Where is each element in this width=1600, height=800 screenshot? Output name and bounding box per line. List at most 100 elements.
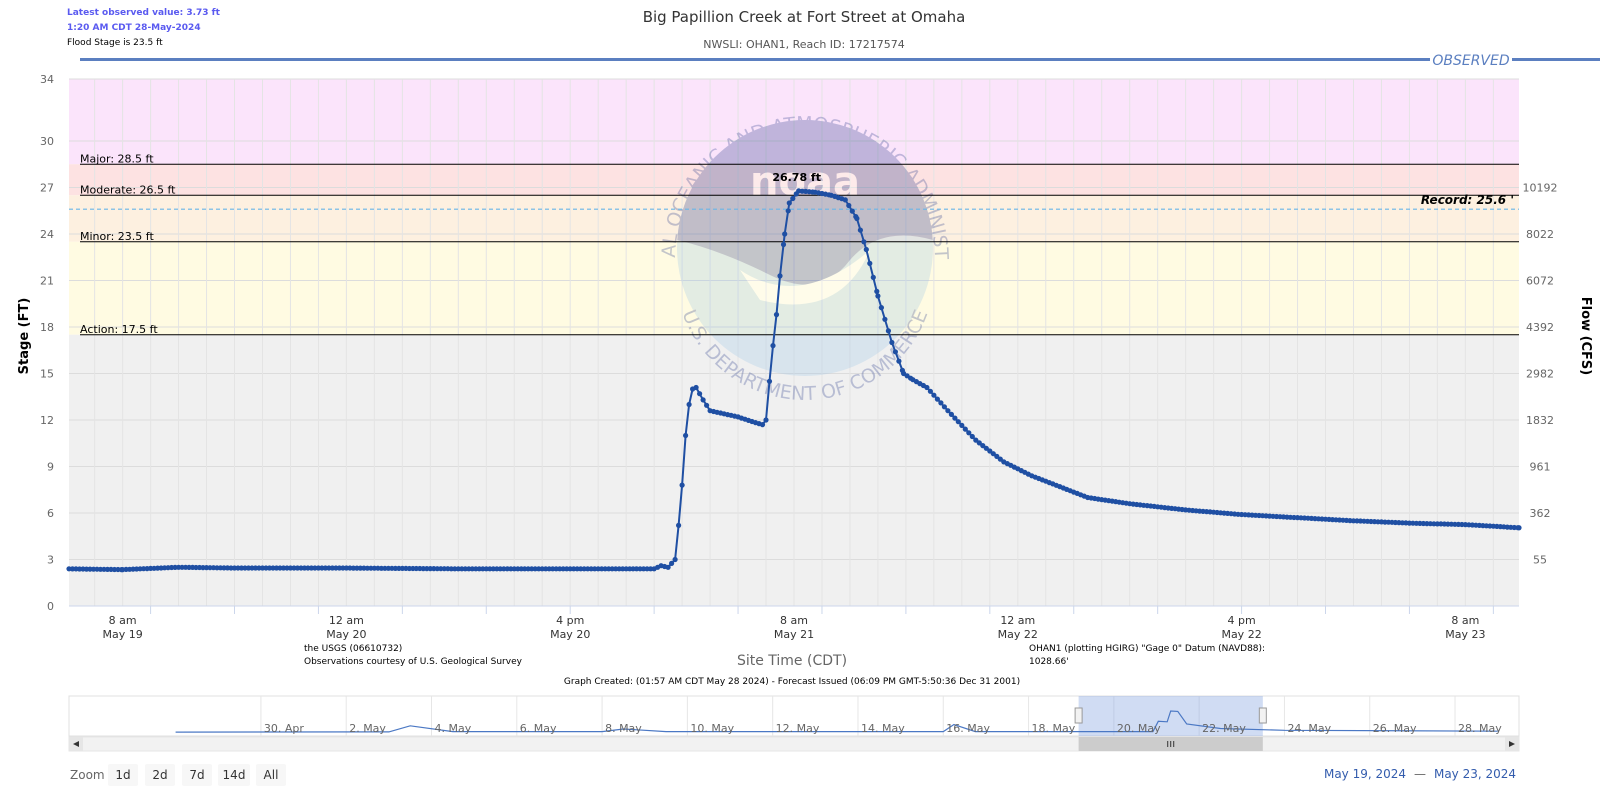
stage-point bbox=[889, 339, 895, 346]
stage-point bbox=[704, 402, 710, 408]
navigator-right-handle[interactable] bbox=[1258, 707, 1267, 724]
zoom-button-label: 7d bbox=[189, 768, 204, 782]
y-tick-label: 34 bbox=[40, 73, 54, 86]
stage-point bbox=[969, 433, 975, 440]
stage-point bbox=[693, 384, 699, 391]
chart-subtitle: NWSLI: OHAN1, Reach ID: 17217574 bbox=[703, 38, 904, 51]
latest-observed-value: Latest observed value: 3.73 ft bbox=[67, 8, 220, 18]
stage-point bbox=[941, 404, 948, 410]
stage-point bbox=[948, 411, 955, 417]
zoom-button-label: 1d bbox=[115, 768, 130, 782]
x-tick-label: 8 am bbox=[1451, 614, 1479, 627]
range-dash: — bbox=[1414, 767, 1426, 781]
navigator-date-label: 30. Apr bbox=[264, 722, 304, 735]
noaa-logo-bird bbox=[740, 250, 870, 305]
stage-point bbox=[786, 200, 792, 206]
stage-point bbox=[952, 415, 958, 421]
navigator-left-handle[interactable] bbox=[1074, 707, 1083, 724]
stage-point bbox=[759, 422, 766, 428]
stage-point bbox=[867, 260, 873, 266]
stage-point bbox=[976, 440, 982, 446]
stage-point bbox=[672, 556, 678, 563]
navigator-date-label: 26. May bbox=[1373, 722, 1417, 735]
stage-point bbox=[770, 343, 776, 349]
stage-point bbox=[997, 456, 1003, 462]
stage-point bbox=[676, 522, 682, 529]
zoom-all-button[interactable]: All bbox=[256, 764, 286, 786]
datum-value: 1028.66' bbox=[1029, 657, 1069, 667]
navigator-date-label: 8. May bbox=[605, 722, 642, 735]
y-tick-label: 24 bbox=[40, 228, 54, 241]
y-tick-label: 15 bbox=[40, 368, 54, 381]
graph-created-note: Graph Created: (01:57 AM CDT May 28 2024… bbox=[564, 677, 1020, 687]
stage-point bbox=[924, 384, 930, 391]
stage-point bbox=[938, 400, 944, 406]
stage-point bbox=[870, 274, 876, 280]
stage-point bbox=[945, 408, 951, 414]
stage-point bbox=[931, 392, 937, 398]
y2-tick-label: 6072 bbox=[1526, 275, 1554, 288]
stage-point bbox=[683, 432, 689, 439]
navigator-date-label: 18. May bbox=[1032, 722, 1076, 735]
stage-point bbox=[785, 208, 791, 214]
stage-point bbox=[875, 293, 881, 299]
y-tick-label: 6 bbox=[47, 507, 54, 520]
y-axis-title: Stage (FT) bbox=[17, 298, 32, 375]
scrollbar-grip-icon bbox=[1167, 741, 1175, 747]
stage-point bbox=[766, 378, 773, 384]
range-navigator[interactable]: 30. Apr 2. May 4. May 6. May 8. May 10. May 12… bbox=[68, 695, 1520, 752]
range-from[interactable]: May 19, 2024 bbox=[1324, 767, 1406, 781]
stage-point bbox=[669, 560, 675, 567]
scroll-right-arrow-icon bbox=[1509, 741, 1515, 747]
navigator-scrollbar-track[interactable] bbox=[68, 736, 1520, 752]
zoom-label: Zoom bbox=[70, 768, 105, 782]
navigator-series-line bbox=[175, 710, 1498, 733]
stage-point bbox=[780, 241, 787, 248]
y2-axis-title: Flow (CFS) bbox=[1578, 297, 1593, 375]
stage-point bbox=[763, 417, 769, 423]
stage-point bbox=[934, 396, 941, 402]
navigator-date-label: 4. May bbox=[435, 722, 472, 735]
threshold-label: Minor: 23.5 ft bbox=[80, 230, 154, 243]
y2-tick-label: 4392 bbox=[1526, 321, 1554, 334]
navigator-date-label: 10. May bbox=[690, 722, 734, 735]
x-tick-date: May 20 bbox=[326, 628, 366, 641]
stage-point bbox=[994, 453, 1000, 459]
y-tick-label: 30 bbox=[40, 135, 54, 148]
stage-point bbox=[849, 208, 855, 214]
zoom-button-bg bbox=[218, 764, 250, 786]
y2-tick-label: 55 bbox=[1533, 554, 1547, 567]
navigator-date-label: 2. May bbox=[349, 722, 386, 735]
chart-title: Big Papillion Creek at Fort Street at Om… bbox=[643, 8, 966, 26]
zoom-14d-button[interactable]: 14d bbox=[218, 764, 250, 786]
y2-tick-label: 1832 bbox=[1526, 414, 1554, 427]
x-tick-label: 12 am bbox=[329, 614, 364, 627]
zoom-button-bg bbox=[145, 764, 175, 786]
stage-point bbox=[846, 202, 852, 209]
stage-point bbox=[777, 273, 783, 279]
stage-point bbox=[842, 197, 848, 203]
x-tick-date: May 22 bbox=[1221, 628, 1261, 641]
x-tick-label: 4 pm bbox=[1227, 614, 1255, 627]
zoom-2d-button[interactable]: 2d bbox=[145, 764, 175, 786]
navigator-date-label: 6. May bbox=[520, 722, 557, 735]
y-tick-label: 12 bbox=[40, 414, 54, 427]
range-to[interactable]: May 23, 2024 bbox=[1434, 767, 1516, 781]
y2-tick-label: 362 bbox=[1530, 507, 1551, 520]
threshold-label: Action: 17.5 ft bbox=[80, 323, 158, 336]
observed-label: OBSERVED bbox=[1432, 53, 1510, 69]
x-tick-label: 8 am bbox=[109, 614, 137, 627]
usgs-courtesy-note: Observations courtesy of U.S. Geological… bbox=[304, 657, 523, 667]
stage-point bbox=[966, 430, 972, 436]
navigator-date-label: 16. May bbox=[946, 722, 990, 735]
stage-point bbox=[959, 422, 965, 428]
stage-point bbox=[697, 391, 703, 397]
zoom-1d-button[interactable]: 1d bbox=[108, 764, 138, 786]
stage-point bbox=[790, 195, 796, 202]
x-tick-label: 12 am bbox=[1000, 614, 1035, 627]
zoom-button-bg bbox=[108, 764, 138, 786]
stage-point bbox=[665, 564, 671, 570]
zoom-7d-button[interactable]: 7d bbox=[182, 764, 212, 786]
navigator-date-label: 20. May bbox=[1117, 722, 1161, 735]
